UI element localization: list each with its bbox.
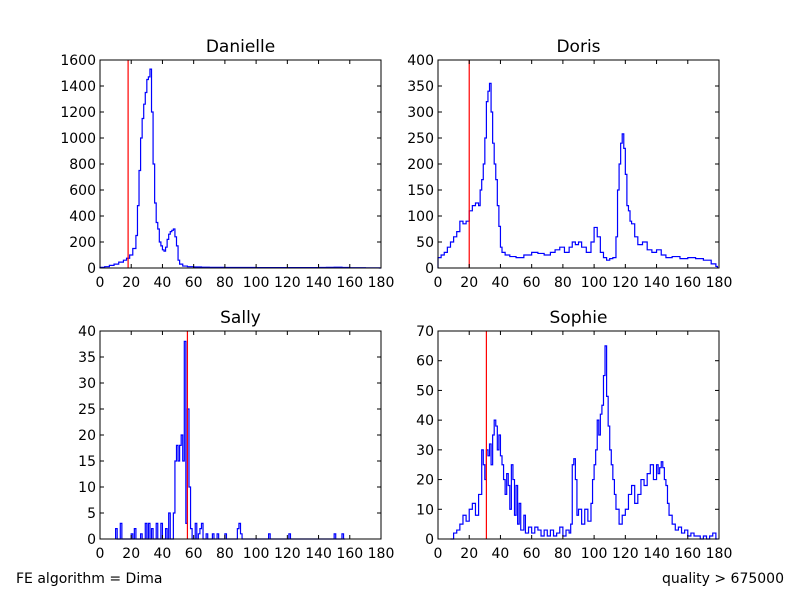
x-tick-label: 60 [185,275,203,291]
x-tick-label: 140 [305,546,332,562]
y-tick-label: 10 [416,502,434,518]
x-tick-label: 40 [492,546,510,562]
y-tick-label: 50 [416,235,434,251]
x-tick-label: 180 [706,275,733,291]
subplot-title: Sophie [550,308,608,328]
y-tick-label: 1600 [60,53,96,69]
x-tick-label: 140 [643,546,670,562]
subplot-title: Sally [220,308,261,328]
y-tick-label: 70 [416,324,434,340]
x-tick-label: 100 [243,546,270,562]
x-tick-label: 60 [523,546,541,562]
x-tick-label: 20 [460,275,478,291]
footer-quality-label: quality > 675000 [662,571,784,587]
x-tick-label: 120 [612,275,639,291]
subplot-danielle: 0 20 40 60 80 100 120 140 160 180 0 200 400 600 800 100… [60,37,394,291]
x-tick-label: 0 [96,546,105,562]
x-tick-label: 160 [336,546,363,562]
y-tick-label: 40 [78,324,96,340]
x-tick-label: 20 [460,546,478,562]
y-tick-label: 35 [78,350,96,366]
x-tick-label: 80 [554,275,572,291]
x-tick-label: 140 [305,275,332,291]
x-tick-label: 120 [274,275,301,291]
subplot-sophie: 0 20 40 60 80 100 120 140 160 180 0 10 20 30 40 50 60 70 S… [416,308,732,562]
histogram-line [115,340,346,540]
histogram-line [437,82,719,268]
x-tick-label: 80 [216,275,234,291]
y-tick-label: 300 [407,105,434,121]
axes-frame [99,59,382,269]
y-tick-label: 0 [425,532,434,548]
x-tick-label: 160 [336,275,363,291]
x-tick-label: 140 [643,275,670,291]
x-tick-label: 100 [581,275,608,291]
x-tick-label: 120 [274,546,301,562]
x-tick-label: 100 [581,546,608,562]
axes-frame [437,330,720,540]
x-tick-label: 100 [243,275,270,291]
subplot-sally: 0 20 40 60 80 100 120 140 160 180 0 5 10 15 20 25 30 35 40… [78,308,394,562]
x-tick-label: 40 [154,275,172,291]
x-tick-label: 80 [554,546,572,562]
y-tick-label: 5 [87,506,96,522]
y-tick-label: 150 [407,183,434,199]
y-tick-label: 60 [416,354,434,370]
y-tick-label: 20 [78,428,96,444]
y-tick-label: 200 [407,157,434,173]
y-tick-label: 800 [69,157,96,173]
footer-algorithm-label: FE algorithm = Dima [16,571,163,587]
x-tick-label: 160 [674,546,701,562]
subplot-doris: 0 20 40 60 80 100 120 140 160 1800501001502002503… [407,37,732,291]
x-tick-label: 60 [185,546,203,562]
x-tick-label: 180 [368,546,395,562]
y-tick-label: 1200 [60,105,96,121]
x-tick-label: 20 [122,275,140,291]
y-tick-label: 400 [407,53,434,69]
y-tick-label: 350 [407,79,434,95]
histogram-line [450,345,718,540]
subplot-title: Danielle [206,37,275,57]
y-tick-label: 100 [407,209,434,225]
y-tick-label: 30 [78,376,96,392]
y-tick-label: 30 [416,443,434,459]
x-tick-label: 180 [368,275,395,291]
x-tick-label: 160 [674,275,701,291]
x-tick-label: 180 [706,546,733,562]
x-tick-label: 0 [434,275,443,291]
y-tick-label: 10 [78,480,96,496]
y-tick-label: 0 [425,261,434,277]
y-tick-label: 400 [69,209,96,225]
x-tick-label: 120 [612,546,639,562]
y-tick-label: 20 [416,473,434,489]
x-tick-label: 20 [122,546,140,562]
x-tick-label: 0 [96,275,105,291]
axes-frame [99,330,382,540]
y-tick-label: 200 [69,235,96,251]
axes-frame [437,59,720,269]
x-tick-label: 40 [154,546,172,562]
y-tick-label: 0 [87,532,96,548]
y-tick-label: 0 [87,261,96,277]
x-tick-label: 0 [434,546,443,562]
y-tick-label: 600 [69,183,96,199]
histogram-line [99,68,381,269]
y-tick-label: 50 [416,383,434,399]
y-tick-label: 1000 [60,131,96,147]
subplot-title: Doris [556,37,600,57]
y-tick-label: 1400 [60,79,96,95]
y-tick-label: 40 [416,413,434,429]
y-tick-label: 250 [407,131,434,147]
x-tick-label: 80 [216,546,234,562]
x-tick-label: 60 [523,275,541,291]
y-tick-label: 15 [78,454,96,470]
y-tick-label: 25 [78,402,96,418]
x-tick-label: 40 [492,275,510,291]
